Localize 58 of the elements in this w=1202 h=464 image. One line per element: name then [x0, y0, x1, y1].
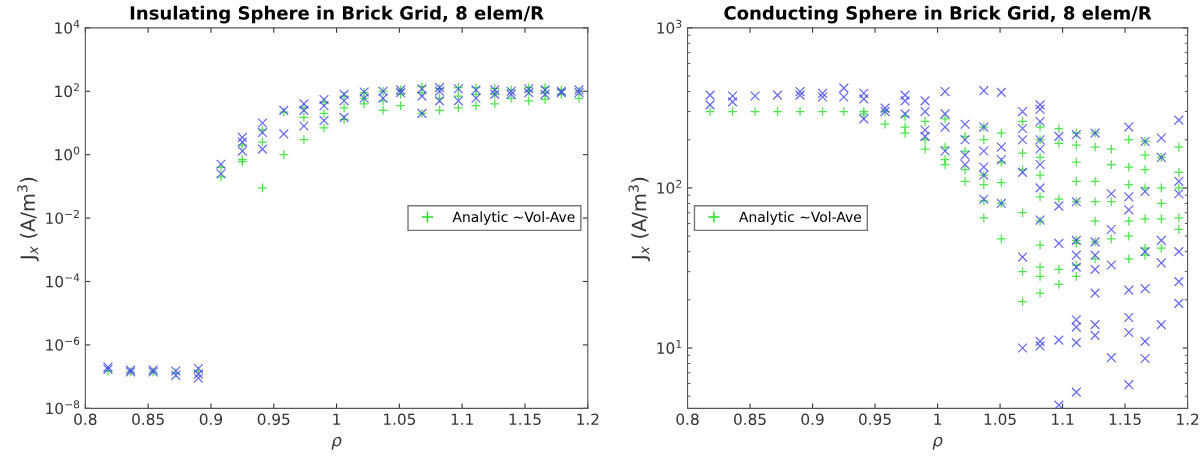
x-tick-label: 1.15: [509, 413, 541, 426]
point: [416, 91, 427, 102]
point: [298, 121, 309, 132]
point: [193, 373, 204, 384]
point: [318, 108, 330, 119]
x-tick-label: 0.9: [199, 413, 223, 426]
x-tick-label: 1.05: [984, 413, 1016, 426]
point: [573, 93, 585, 104]
x-tick-label: 1.1: [451, 413, 473, 425]
point: [540, 94, 551, 105]
point: [339, 102, 350, 113]
point: [237, 132, 248, 143]
point: [237, 146, 248, 157]
point: [453, 95, 464, 106]
point: [318, 122, 330, 133]
y-tick-label: 10$^{−4}$: [46, 273, 80, 288]
y-tick-label: 10$^{3}$: [657, 19, 682, 34]
y-tick-label: 10$^{2}$: [55, 83, 79, 98]
x-tick-label: 0.8: [74, 413, 97, 426]
point: [470, 93, 482, 104]
chart-title: Insulating Sphere in Brick Grid, 8 elem/R: [130, 5, 544, 24]
point: [378, 105, 389, 116]
y-tick-label: 10$^{0}$: [55, 146, 80, 161]
point: [298, 112, 309, 123]
point: [257, 144, 268, 155]
point: [257, 137, 268, 148]
x-tick-label: 1.15: [1109, 413, 1141, 426]
x-axis-title: ρ: [331, 436, 342, 450]
x-tick-label: 1: [934, 413, 942, 425]
y-tick-label: 10$^{1}$: [657, 340, 682, 354]
point: [278, 128, 289, 139]
x-tick-label: 0.8: [676, 413, 699, 426]
y-tick-label: 10$^{−6}$: [46, 336, 80, 351]
y-axis-title: J$_{x}$ (A/m$^{3}$): [628, 177, 650, 262]
y-tick-label: 10$^{−2}$: [46, 209, 79, 224]
point: [339, 95, 350, 106]
point: [257, 117, 268, 128]
point: [298, 134, 309, 145]
x-tick-label: 1.05: [384, 413, 416, 426]
legend-label: Analytic ~Vol-Ave: [739, 211, 862, 225]
point: [318, 115, 330, 126]
y-tick-label: 10$^{4}$: [55, 19, 80, 34]
x-tick-label: 1.2: [1177, 413, 1199, 425]
point: [298, 98, 309, 109]
x-tick-label: 0.95: [257, 413, 290, 426]
x-tick-label: 0.9: [801, 413, 824, 426]
x-tick-label: 1: [333, 413, 341, 425]
x-tick-label: 1.2: [577, 413, 599, 425]
point: [470, 100, 482, 111]
x-tick-label: 0.95: [859, 413, 891, 426]
x-tick-label: 0.85: [734, 413, 766, 426]
y-axis-title: J$_{x}$ (A/m$^{3}$): [17, 177, 39, 262]
y-tick-label: 10$^{2}$: [657, 179, 682, 194]
x-tick-label: 1.1: [1052, 413, 1074, 425]
legend-label: Analytic ~Vol-Ave: [452, 211, 575, 225]
x-tick-label: 0.85: [132, 413, 164, 426]
chart-title: Conducting Sphere in Brick Grid, 8 elem/R: [724, 5, 1152, 24]
x-axis-title: ρ: [932, 436, 943, 450]
